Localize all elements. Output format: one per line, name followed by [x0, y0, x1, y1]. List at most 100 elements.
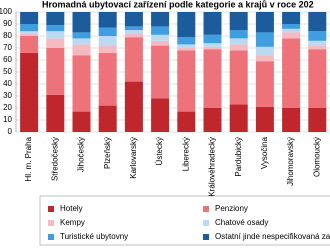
x-tick-label: Plzeňský	[103, 137, 112, 169]
bar-segment	[20, 12, 39, 24]
bar-segment	[72, 38, 91, 45]
legend-swatch	[48, 234, 54, 240]
bar-segment	[203, 46, 222, 50]
bar-segment	[151, 45, 170, 99]
x-tick-label: Jihomoravský	[286, 137, 295, 186]
legend-label: Kempy	[60, 218, 85, 227]
bar-segment	[46, 12, 65, 26]
bar-segment	[229, 30, 248, 39]
legend-swatch	[48, 220, 54, 226]
bar-segment	[308, 31, 327, 41]
y-tick-label: 40	[3, 79, 12, 88]
bar-segment	[20, 36, 39, 53]
bar-segment	[151, 98, 170, 132]
y-tick-label: 30	[3, 91, 12, 100]
bar-segment	[203, 12, 222, 35]
bar-segment	[98, 105, 117, 132]
bar-segment	[124, 37, 143, 82]
bar-segment	[72, 12, 91, 33]
bar-segment	[203, 108, 222, 132]
bar-segment	[98, 45, 117, 53]
x-tick-label: Královéhradecký	[208, 137, 217, 197]
bar-segment	[282, 24, 301, 29]
x-tick-label: Liberecký	[181, 137, 190, 171]
legend-swatch	[48, 206, 54, 212]
x-tick-label: Jihočeský	[77, 137, 86, 172]
bar-segment	[308, 45, 327, 50]
bar-segment	[98, 12, 117, 28]
x-tick-label: Olomoucký	[312, 137, 321, 177]
bar-segment	[229, 38, 248, 45]
bar-segment	[72, 55, 91, 112]
bar-segment	[255, 12, 274, 33]
bar-segment	[98, 27, 117, 36]
bar-segment	[46, 94, 65, 132]
bar-segment	[255, 32, 274, 47]
bar-segment	[203, 34, 222, 44]
bar-segment	[255, 55, 274, 62]
y-tick-label: 0	[8, 127, 13, 136]
bar-segment	[46, 25, 65, 32]
y-tick-label: 70	[3, 43, 12, 52]
bar-segment	[124, 12, 143, 27]
bar-segment	[124, 26, 143, 30]
bar-segment	[177, 48, 196, 51]
bar-segment	[282, 12, 301, 24]
y-tick-label: 80	[3, 31, 12, 40]
bar-segment	[124, 30, 143, 34]
bar-segment	[20, 24, 39, 32]
bar-segment	[72, 32, 91, 39]
bar-segment	[282, 108, 301, 132]
bar-segment	[20, 31, 39, 34]
bar-segment	[308, 12, 327, 32]
bar-segment	[124, 81, 143, 132]
bar-segment	[282, 28, 301, 33]
bar-segment	[177, 12, 196, 38]
bar-segment	[20, 33, 39, 36]
bar-segment	[98, 36, 117, 46]
legend-swatch	[203, 220, 209, 226]
bar-segment	[151, 40, 170, 46]
x-tick-label: Vysočina	[260, 136, 269, 169]
bar-segment	[203, 49, 222, 108]
bar-segment	[229, 104, 248, 132]
legend-label: Ostatní jinde nespecifikovaná zaříze	[215, 232, 330, 241]
legend-label: Turistické ubytovny	[60, 232, 128, 241]
bar-segment	[308, 108, 327, 132]
bar-segment	[282, 38, 301, 108]
legend-label: Hotely	[60, 204, 83, 213]
bar-segment	[229, 44, 248, 51]
legend-label: Chatové osady	[215, 218, 268, 227]
bar-segment	[72, 44, 91, 56]
bar-segment	[46, 48, 65, 95]
x-tick-label: Středočeský	[50, 137, 59, 181]
bar-segment	[20, 52, 39, 132]
bar-segment	[98, 52, 117, 106]
y-tick-label: 60	[3, 55, 12, 64]
y-tick-label: 90	[3, 19, 12, 28]
bar-segment	[46, 38, 65, 48]
bar-segment	[229, 50, 248, 105]
x-tick-label: Ústecký	[155, 137, 164, 165]
legend-box	[39, 195, 330, 246]
legend-swatch	[203, 206, 209, 212]
bar-segment	[308, 40, 327, 46]
bar-segment	[282, 32, 301, 39]
x-tick-label: Karlovarský	[129, 137, 138, 179]
y-tick-label: 20	[3, 103, 12, 112]
bar-segment	[177, 50, 196, 112]
x-tick-label: Hl. m. Praha	[24, 136, 33, 181]
bar-segment	[177, 111, 196, 132]
chart-title: Hromadná ubytovací zařízení podle katego…	[42, 0, 314, 9]
bar-segment	[124, 33, 143, 38]
legend-swatch	[203, 234, 209, 240]
legend-label: Penziony	[215, 204, 248, 213]
bar-segment	[255, 61, 274, 107]
bar-segment	[151, 26, 170, 35]
y-tick-label: 50	[3, 67, 12, 76]
bar-segment	[255, 106, 274, 132]
x-tick-label: Pardubický	[234, 137, 243, 177]
y-tick-label: 10	[3, 115, 12, 124]
bar-segment	[177, 37, 196, 45]
